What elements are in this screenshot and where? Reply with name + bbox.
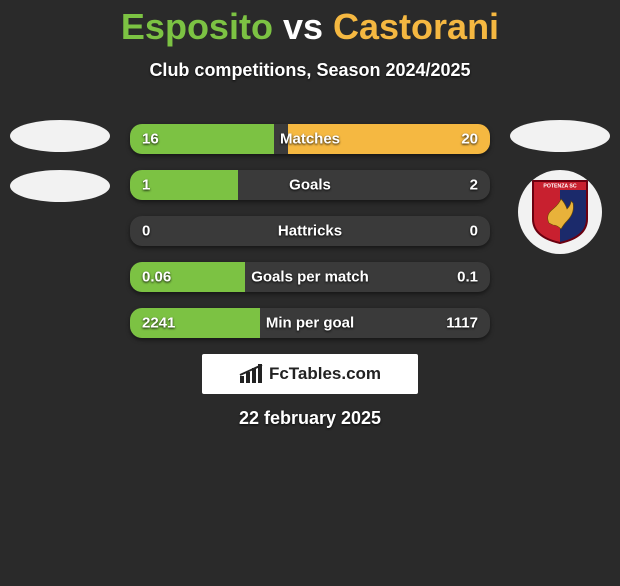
brand-text: FcTables.com [269, 364, 381, 384]
stat-left-value: 0.06 [142, 269, 171, 286]
potenza-shield-icon: POTENZA SC [531, 179, 589, 245]
stat-right-value: 20 [461, 131, 478, 148]
stat-label: Goals [289, 177, 331, 194]
stat-row-matches: 16 20 Matches [130, 124, 490, 154]
page-title: Esposito vs Castorani [0, 6, 620, 48]
player2-name: Castorani [333, 6, 499, 47]
player1-photo-placeholder [10, 120, 110, 152]
player1-club-placeholder [10, 170, 110, 202]
stat-label: Goals per match [251, 269, 369, 286]
subtitle: Club competitions, Season 2024/2025 [0, 60, 620, 81]
stat-row-goals: 1 2 Goals [130, 170, 490, 200]
player2-club-badge: POTENZA SC [518, 170, 602, 254]
bar-chart-icon [239, 364, 263, 384]
stat-right-value: 2 [470, 177, 478, 194]
svg-text:POTENZA SC: POTENZA SC [543, 184, 576, 190]
stat-left-value: 16 [142, 131, 159, 148]
stat-row-hattricks: 0 0 Hattricks [130, 216, 490, 246]
player2-avatar-column: POTENZA SC [510, 120, 610, 220]
stat-row-min-per-goal: 2241 1117 Min per goal [130, 308, 490, 338]
player2-photo-placeholder [510, 120, 610, 152]
comparison-bars: 16 20 Matches 1 2 Goals 0 0 Hattricks 0.06 0.1 Goal… [130, 124, 490, 354]
stat-left-value: 0 [142, 223, 150, 240]
player1-avatar-column [10, 120, 110, 220]
brand-box: FcTables.com [202, 354, 418, 394]
stat-left-value: 1 [142, 177, 150, 194]
stat-label: Hattricks [278, 223, 342, 240]
stat-right-value: 0 [470, 223, 478, 240]
stat-left-value: 2241 [142, 315, 175, 332]
stat-label: Min per goal [266, 315, 354, 332]
date-text: 22 february 2025 [0, 408, 620, 429]
stat-row-goals-per-match: 0.06 0.1 Goals per match [130, 262, 490, 292]
stat-right-value: 1117 [446, 315, 478, 332]
stat-label: Matches [280, 131, 340, 148]
player1-name: Esposito [121, 6, 273, 47]
stat-right-value: 0.1 [457, 269, 478, 286]
vs-text: vs [283, 6, 323, 47]
